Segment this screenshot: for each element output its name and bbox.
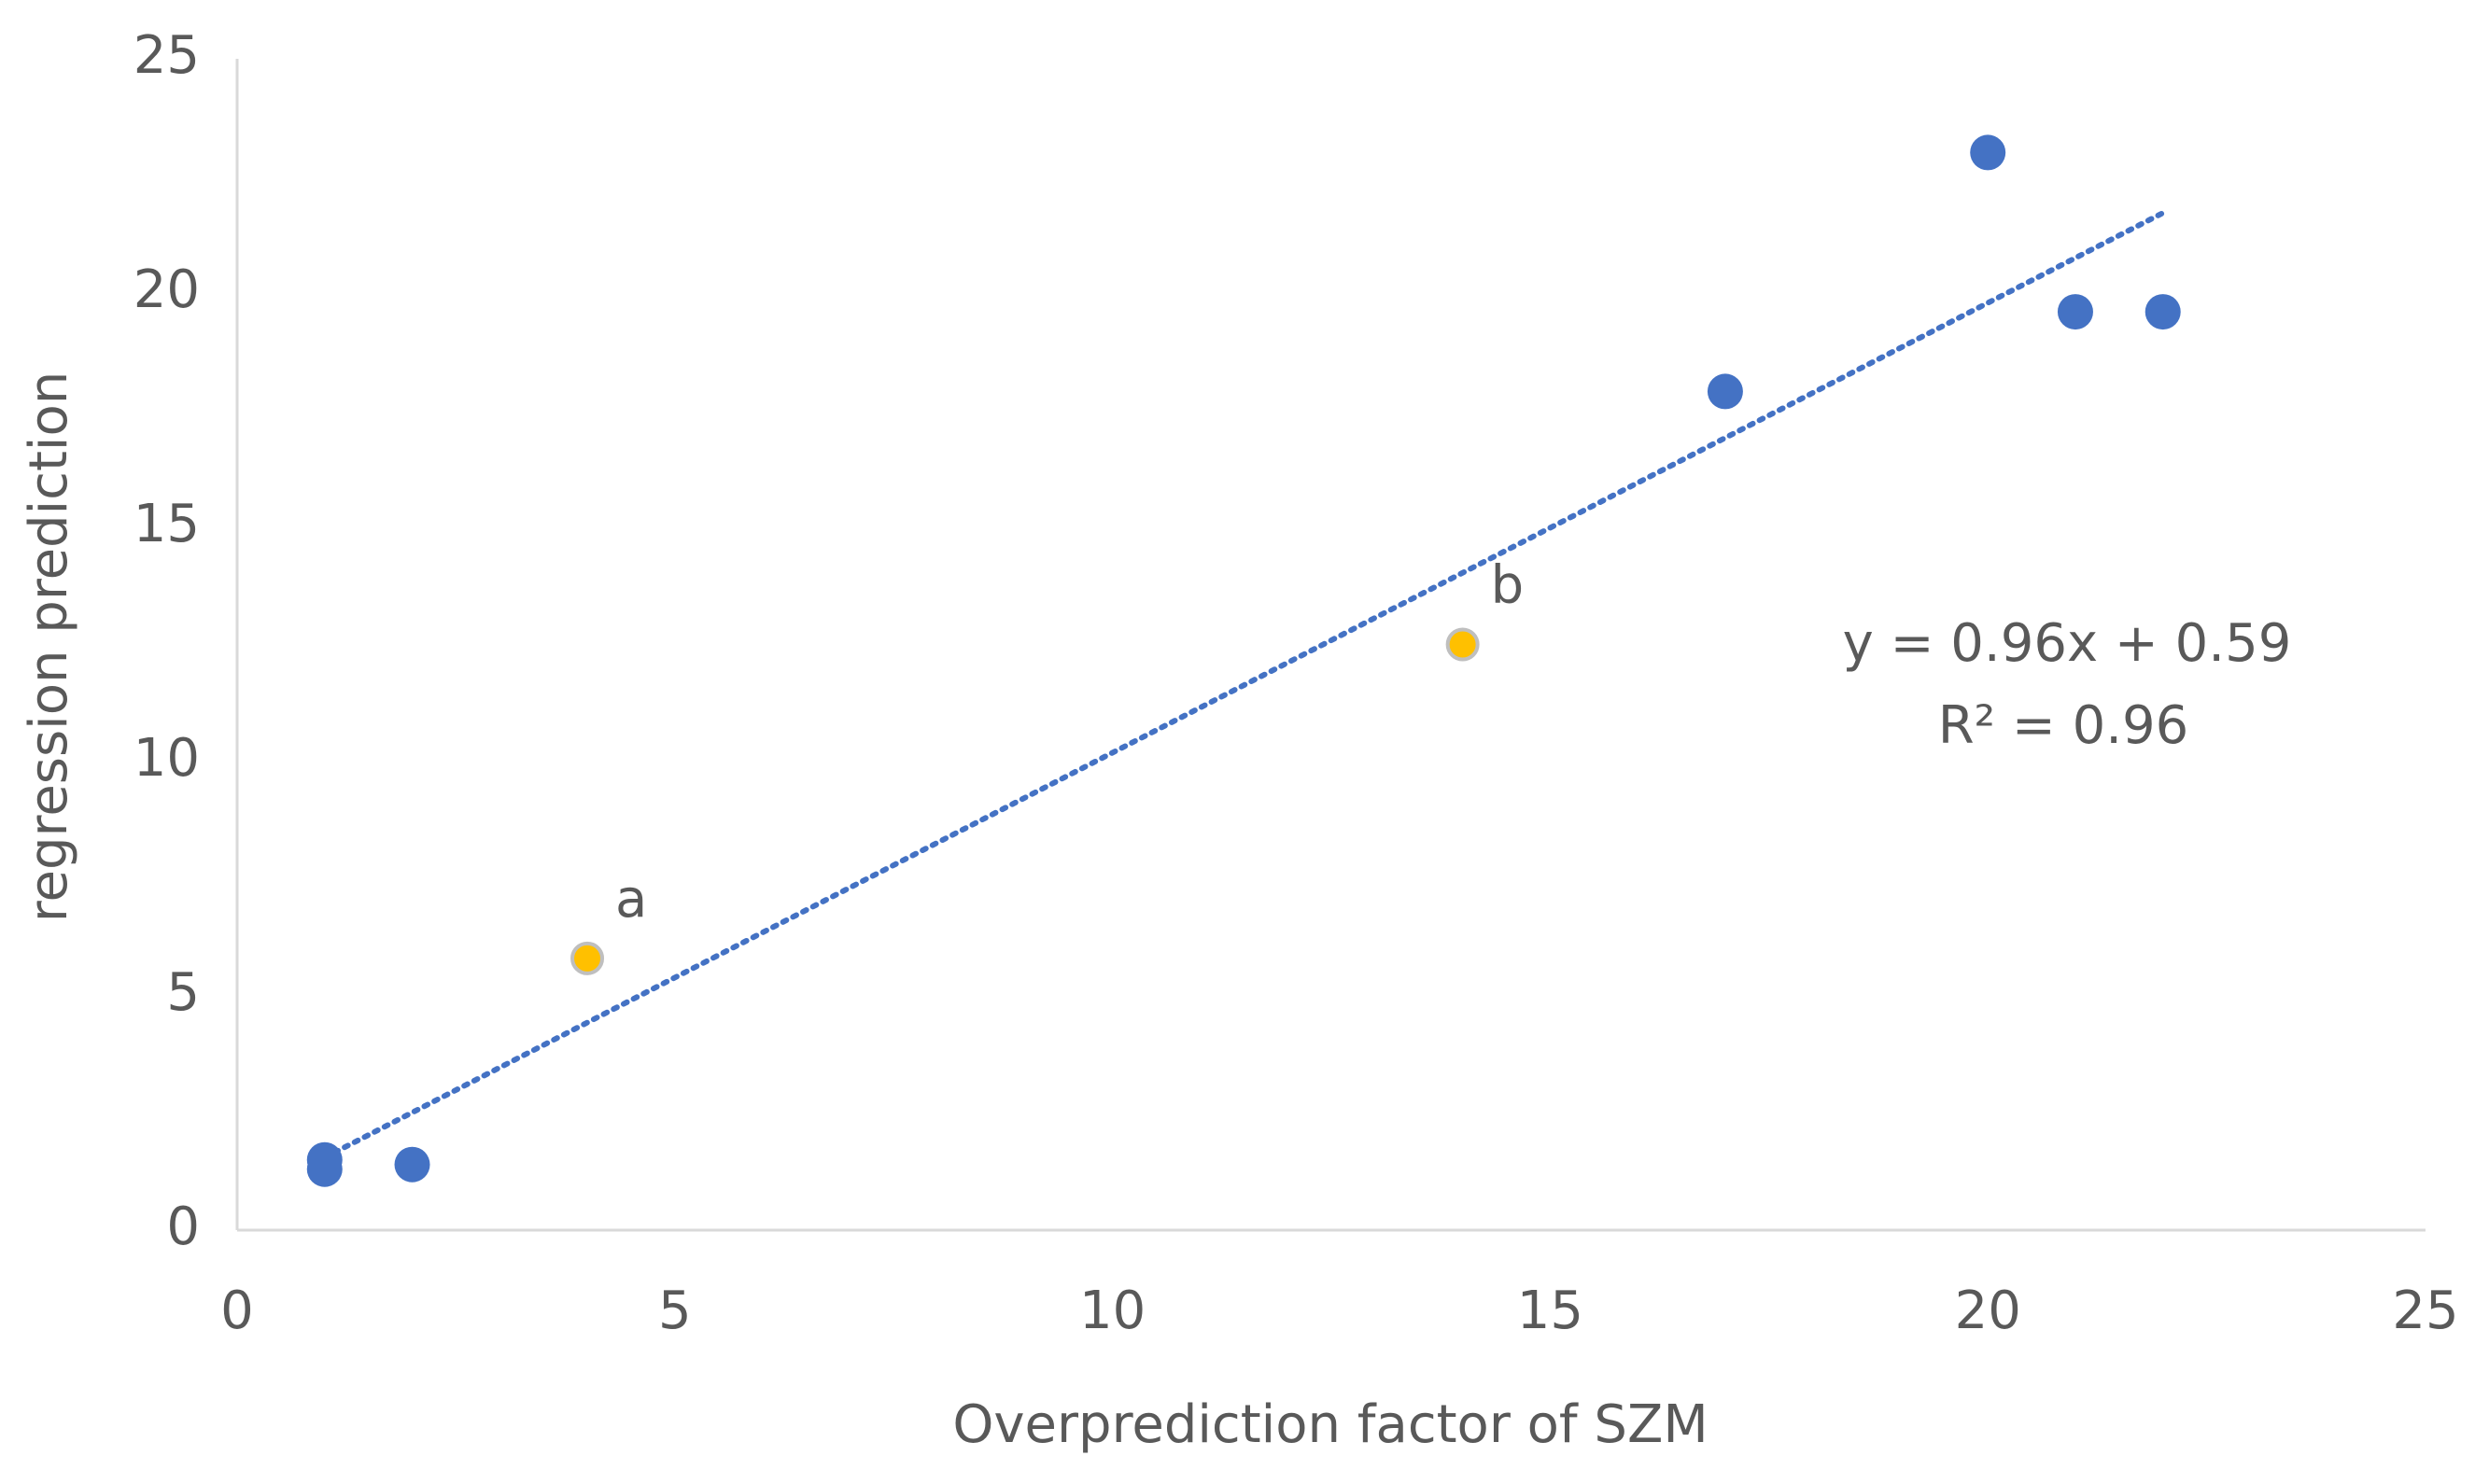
trend-equation: y = 0.96x + 0.59 (1843, 613, 2292, 674)
x-tick-label: 5 (658, 1281, 692, 1341)
x-tick-label: 10 (1079, 1281, 1146, 1341)
x-tick-label: 0 (220, 1281, 254, 1341)
y-tick-label: 10 (134, 728, 200, 789)
x-tick-label: 25 (2392, 1281, 2458, 1341)
x-tick-label: 20 (1955, 1281, 2021, 1341)
point (2145, 294, 2181, 330)
y-tick-label: 25 (134, 25, 200, 86)
x-tick-label: 15 (1517, 1281, 1583, 1341)
point-label: b (1491, 555, 1525, 616)
trendline (321, 210, 2166, 1161)
point (1970, 134, 2006, 171)
point-label: a (615, 869, 647, 930)
point (394, 1146, 430, 1183)
y-tick-label: 15 (134, 494, 200, 554)
point (2057, 294, 2093, 330)
point (570, 941, 605, 975)
x-axis-title: Overprediction factor of SZM (952, 1394, 1708, 1455)
y-tick-label: 5 (166, 962, 200, 1023)
y-tick-label: 20 (134, 259, 200, 320)
y-tick-label: 0 (166, 1197, 200, 1257)
y-axis-title: regression prediction (19, 371, 79, 922)
point (1707, 373, 1743, 410)
point (306, 1141, 343, 1178)
point (1445, 627, 1480, 662)
r-squared: R² = 0.96 (1938, 695, 2189, 756)
